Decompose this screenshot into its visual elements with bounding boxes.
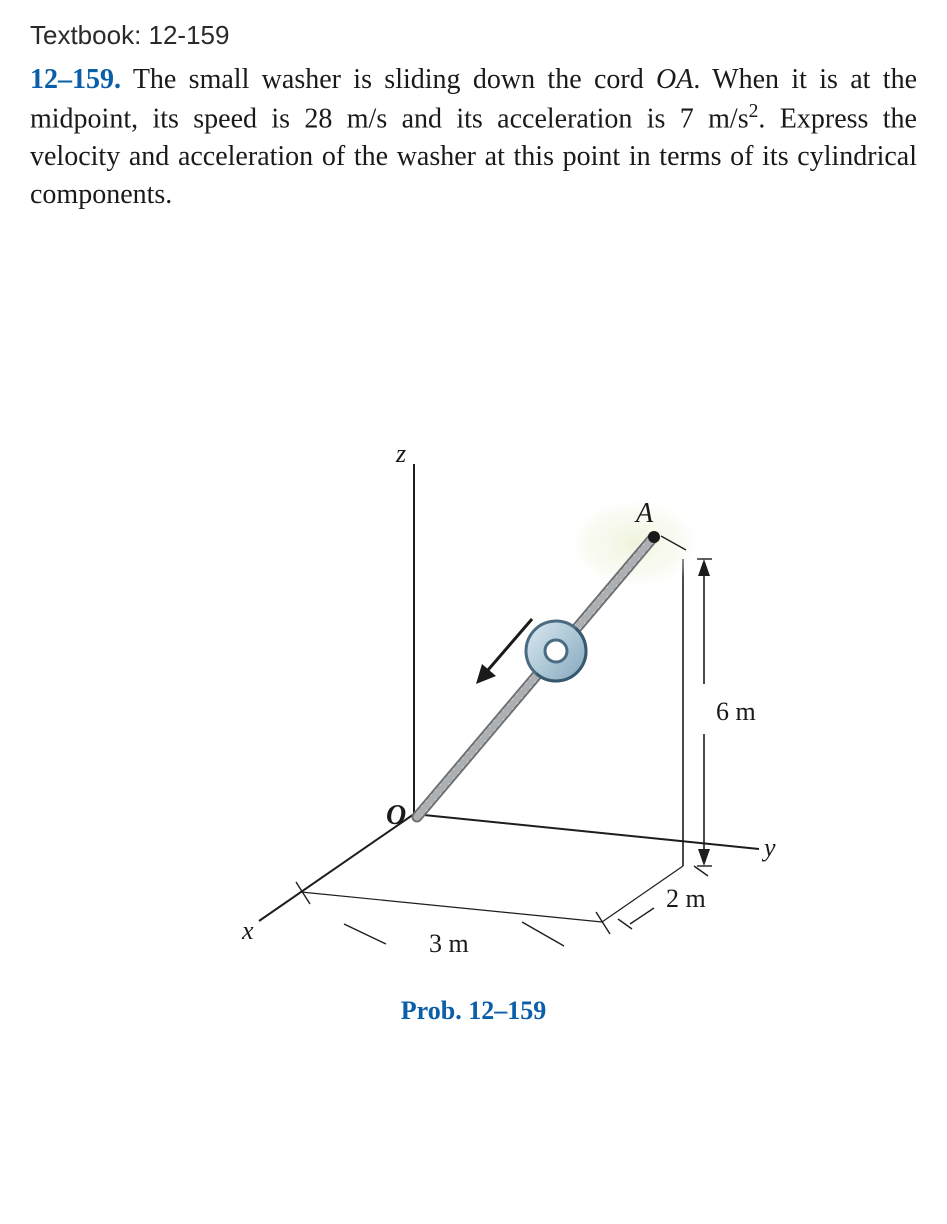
accel-exponent: 2 [749,101,759,122]
dim-z-label: 6 m [716,697,756,726]
problem-figure: z y x O 3 m 2 m [164,424,784,984]
x-axis-label: x [241,916,254,945]
point-A-dot [648,531,660,543]
dim2-tick-a [618,919,632,929]
figure-caption: Prob. 12–159 [30,996,917,1026]
slide-direction-arrow [476,619,532,684]
problem-statement: 12–159. The small washer is sliding down… [30,61,917,214]
page-header: Textbook: 12-159 [30,20,917,51]
speed-value: 28 m/s [304,103,387,134]
cord-name: OA [656,64,693,95]
dim2-leader-a [630,908,654,924]
dim3-leader-left [344,924,386,944]
dim3-tick-right [596,912,610,934]
figure-container: z y x O 3 m 2 m [30,424,917,984]
problem-body-1: The small washer is sliding down the cor… [121,64,656,95]
header-text: Textbook: 12-159 [30,20,229,50]
y-axis-label: y [761,833,776,862]
problem-body-3: and its acceleration is [387,103,680,134]
point-A-label: A [634,498,654,529]
construction-line-1 [301,892,602,922]
y-axis [414,814,759,849]
caption-text: Prob. 12–159 [401,996,546,1025]
z-axis-label: z [395,439,406,468]
dim-x-label: 3 m [429,929,469,958]
origin-label: O [386,800,406,831]
highlight-glow [564,496,704,592]
dim6-arrow-top [698,559,710,576]
dim6-arrow-bottom [698,849,710,866]
accel-value: 7 m/s [680,103,749,134]
dim3-leader-right [522,922,564,946]
problem-number: 12–159. [30,64,121,95]
dim-y-label: 2 m [666,884,706,913]
dim2-tick-b [694,866,708,876]
cord-OA [417,539,652,817]
